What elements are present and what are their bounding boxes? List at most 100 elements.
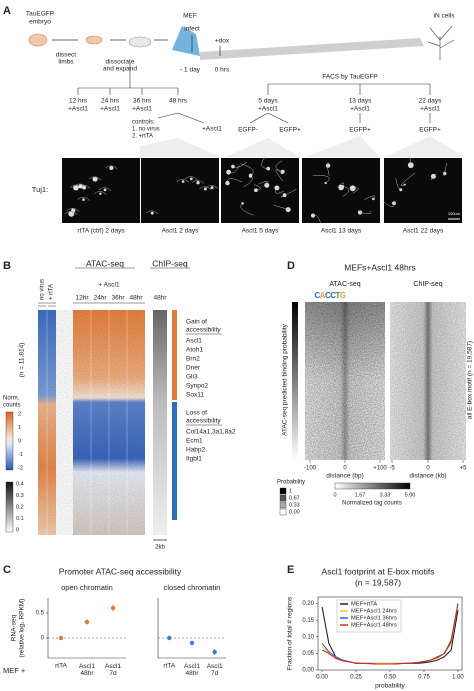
label: 12hr <box>75 295 89 302</box>
label: (relative log₂ RPKM) <box>19 599 26 658</box>
label: -5 <box>389 466 395 472</box>
label: MEF <box>183 13 197 20</box>
label: 0.3 <box>16 493 24 499</box>
cell <box>325 163 331 168</box>
atac-shade <box>305 302 385 460</box>
probability-bar <box>292 302 298 460</box>
panel-label: D <box>287 260 295 272</box>
label: Dner <box>186 365 201 372</box>
cell <box>196 180 200 185</box>
cell <box>310 213 316 218</box>
projection <box>225 138 300 157</box>
x-tick-label: rtTA <box>163 663 175 670</box>
y-tick-label: 0.5 <box>36 611 45 617</box>
caption: Ascl1 13 days <box>321 228 362 235</box>
y-tick-label: 0.20 <box>302 601 314 607</box>
label: 24hr <box>93 295 107 302</box>
y-tick-label: 0.15 <box>302 618 314 624</box>
legend-label: MEF+Ascl1 24hrs <box>351 609 397 615</box>
x-tick-label: 0.00 <box>316 675 328 681</box>
label: 36hr <box>111 295 125 302</box>
chart-title: closed chromatin <box>164 583 221 592</box>
label: ChIP-seq <box>152 258 188 268</box>
label: (n = 19,587) <box>355 577 401 587</box>
label: Loss of <box>186 410 207 417</box>
series-line <box>321 603 459 665</box>
label: Ecm1 <box>186 438 203 445</box>
legend-label: MEF+rtTA <box>351 602 377 608</box>
neurite <box>240 203 254 216</box>
label: 0 <box>333 492 336 498</box>
projection <box>385 136 465 157</box>
point <box>110 605 116 611</box>
panel-label: B <box>3 260 11 272</box>
label: Synpo2 <box>186 383 208 390</box>
cell <box>210 186 214 190</box>
legend-label: MEF+Ascl1 36hrs <box>351 616 397 622</box>
label: - 1 day <box>180 67 201 74</box>
cell <box>264 182 270 188</box>
neurite <box>364 195 376 200</box>
label: FACS by TauEGFP <box>322 74 378 81</box>
legend-label: MEF+Ascl1 48hrs <box>351 623 397 629</box>
label: EGFP+ <box>349 127 371 134</box>
neurite <box>359 210 372 214</box>
limbs-icon <box>85 35 103 45</box>
label: dissect <box>56 52 76 59</box>
label: 2. +rtTA <box>132 134 153 140</box>
label: Ascl1 footprint at E-box motifs <box>322 566 435 576</box>
cell <box>103 188 107 192</box>
label: 48hr <box>153 295 167 302</box>
label: distance (kb) <box>409 473 446 480</box>
label: accessibility <box>186 418 221 425</box>
neurite <box>275 187 284 194</box>
column-brackets <box>38 302 145 307</box>
neurite <box>352 187 359 194</box>
cell-body <box>185 176 198 181</box>
cell-body <box>66 208 80 212</box>
cell <box>190 177 193 181</box>
cell-body <box>176 178 190 183</box>
neurite <box>400 172 416 186</box>
axis <box>47 598 126 659</box>
micrograph <box>221 158 299 223</box>
neurite <box>430 173 437 181</box>
label: Gli3 <box>186 374 198 381</box>
caption: Ascl1 22 days <box>403 228 444 235</box>
neurite <box>381 200 395 207</box>
label: 0 <box>18 438 21 444</box>
label: 24 hrs <box>101 98 120 105</box>
y-tick-label: 0.10 <box>302 634 314 640</box>
label: Habp2 <box>186 447 206 454</box>
label: limbs <box>58 59 74 66</box>
point <box>84 619 90 625</box>
label: +Ascl1 <box>420 106 440 113</box>
mef-image <box>172 26 200 56</box>
label: Itgbl1 <box>186 456 202 463</box>
micrograph <box>141 158 219 223</box>
branches <box>157 112 431 124</box>
label: Col14a1,3a1,8a2 <box>186 429 236 436</box>
label: 1. no virus <box>132 127 160 133</box>
label: -1 <box>18 452 23 458</box>
cell <box>99 192 102 195</box>
x-tick-label: Ascl1 7d <box>105 663 121 677</box>
y-axis-label: Fraction of total # regions <box>287 596 294 670</box>
y-tick-label: 0.05 <box>302 651 314 657</box>
neurite <box>312 174 330 184</box>
neurite <box>254 184 261 191</box>
cell-body <box>77 197 90 201</box>
label: 0.33 <box>289 502 300 508</box>
label: Ascl1 <box>186 338 202 345</box>
chip-texture <box>390 302 466 460</box>
label: +Ascl1 <box>258 106 278 113</box>
label: 3.33 <box>380 492 391 498</box>
axis <box>157 598 226 659</box>
cell <box>349 185 356 192</box>
label: +100 <box>373 466 387 472</box>
neurite <box>342 186 350 197</box>
cell <box>203 187 207 191</box>
probability-key <box>279 508 287 516</box>
point <box>212 649 217 655</box>
